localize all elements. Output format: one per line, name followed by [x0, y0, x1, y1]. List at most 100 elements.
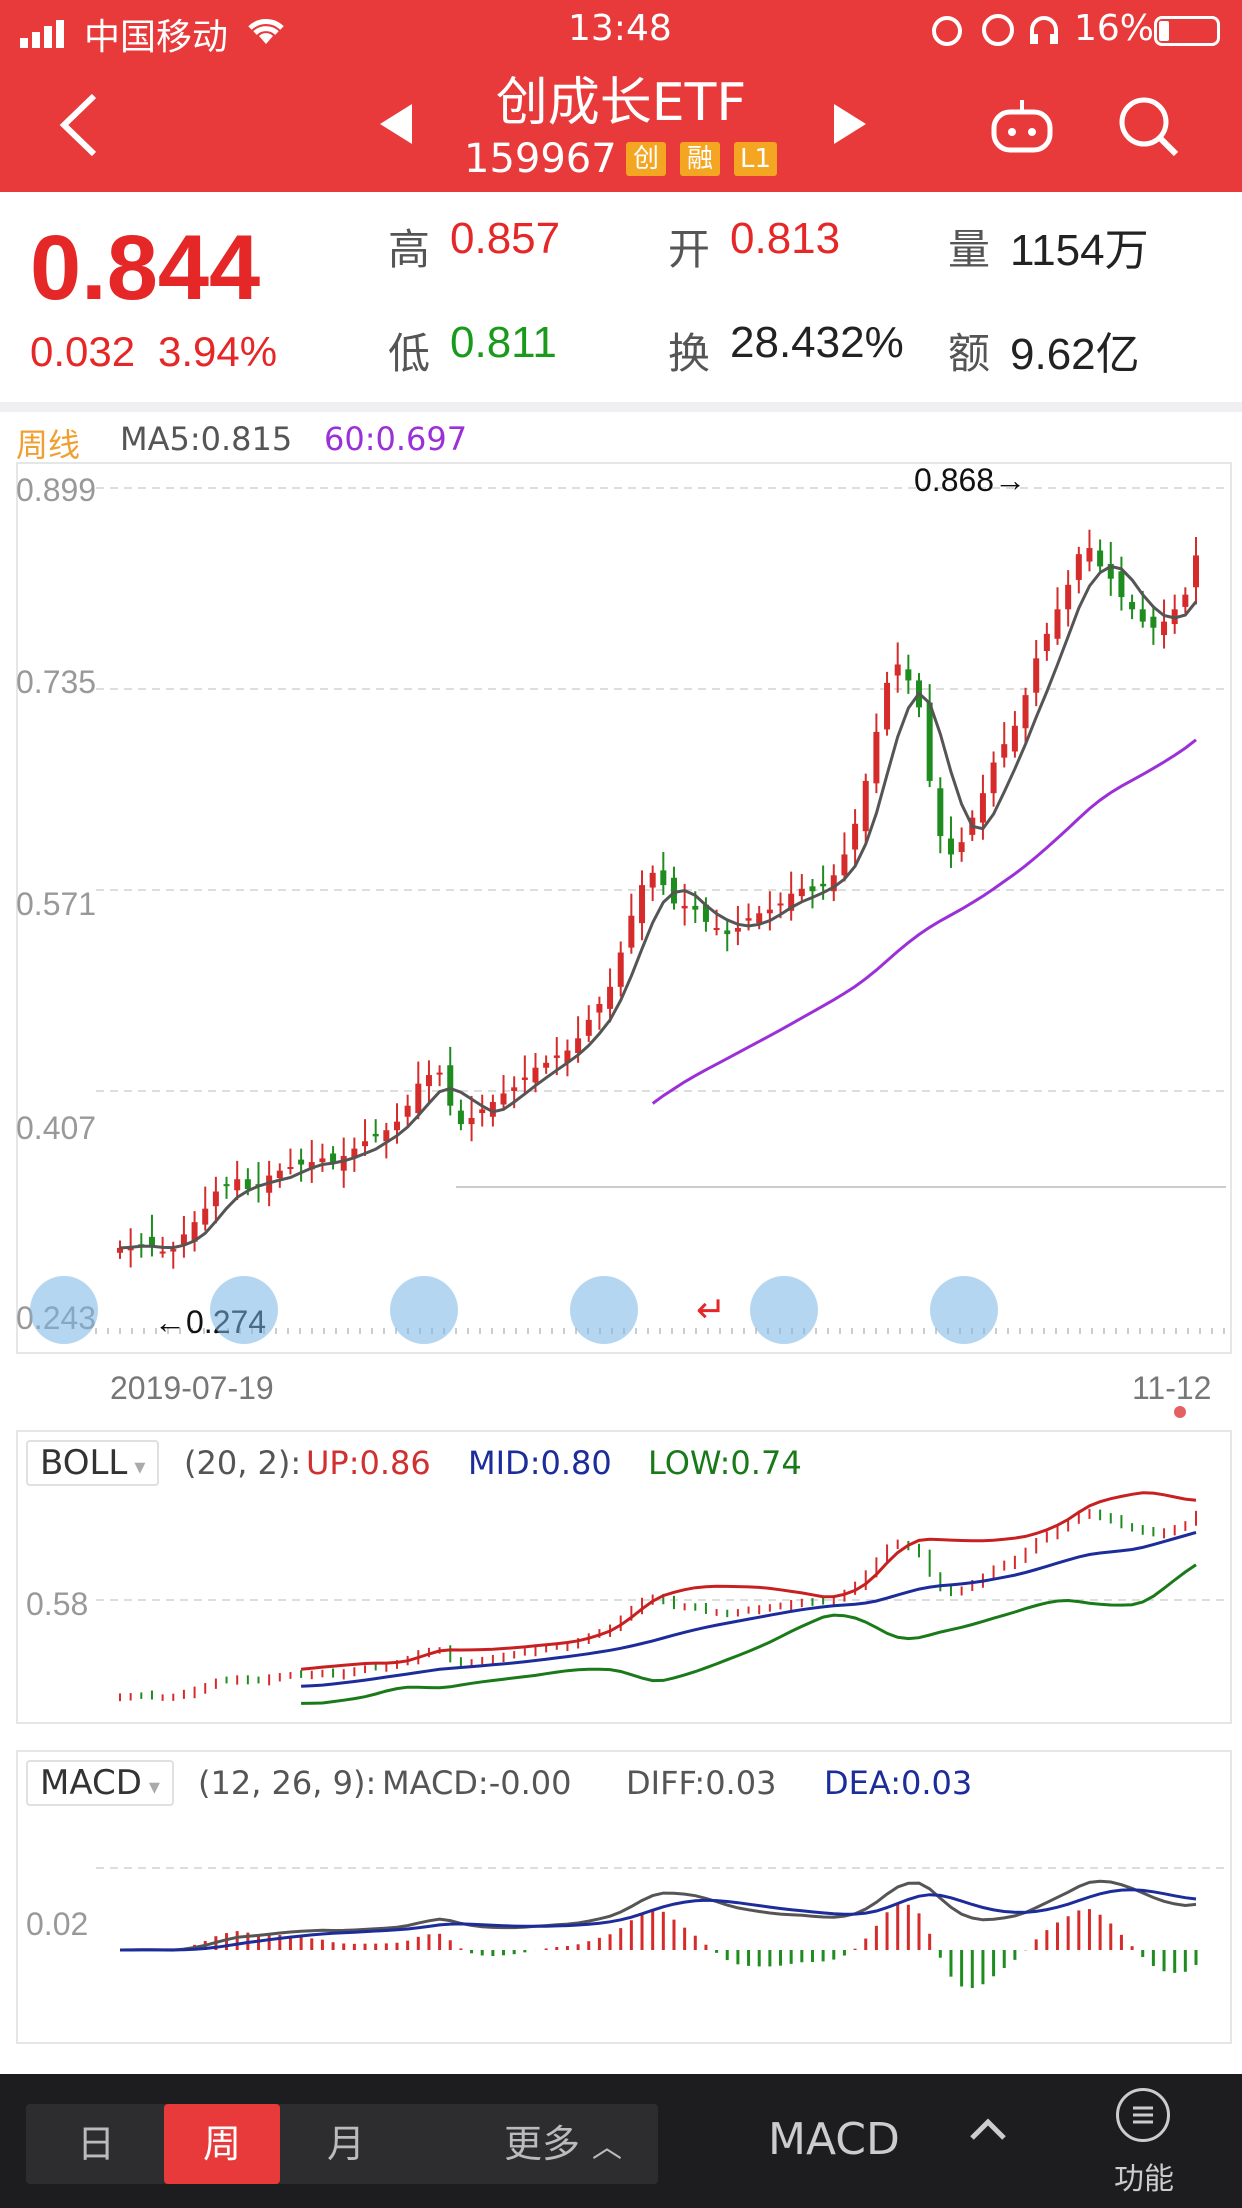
boll-mid-line	[301, 1530, 1197, 1688]
boll-low: LOW:0.74	[648, 1444, 802, 1482]
ma60-line	[651, 738, 1197, 1105]
boll-up-line	[300, 1491, 1197, 1671]
wifi-icon	[244, 14, 288, 50]
high-value: 0.857	[450, 214, 561, 263]
alarm-icon	[982, 14, 1014, 46]
candle-body	[979, 793, 986, 823]
candle-body	[436, 1072, 443, 1075]
candle-body	[766, 909, 773, 914]
scroll-right-button[interactable]	[750, 1276, 818, 1344]
candle-body	[1150, 616, 1157, 628]
tab-month[interactable]: 月	[326, 2122, 365, 2166]
menu-icon[interactable]	[1116, 2088, 1170, 2142]
candle-body	[585, 1019, 592, 1036]
tab-day[interactable]: 日	[76, 2122, 115, 2166]
candlestick-chart[interactable]	[16, 462, 1232, 1354]
boll-params: (20, 2):	[184, 1444, 302, 1482]
candle-body	[117, 1247, 123, 1253]
candle-body	[362, 1141, 369, 1147]
candle-body	[575, 1038, 582, 1054]
search-icon[interactable]	[1118, 96, 1180, 162]
battery-text: 16%	[1074, 8, 1155, 49]
scroll-left-button[interactable]	[570, 1276, 638, 1344]
ma5-line	[119, 564, 1198, 1250]
candle-body	[884, 682, 891, 730]
candle-body	[852, 823, 859, 850]
candle-body	[841, 854, 848, 876]
volume-value: 1154万	[1010, 226, 1149, 275]
y-tick-3: 0.407	[16, 1110, 97, 1146]
boll-low-line	[301, 1563, 1197, 1705]
candle-body	[1054, 609, 1061, 639]
candle-body	[628, 915, 635, 948]
candle-body	[372, 1133, 379, 1137]
candle-body	[958, 842, 965, 853]
candle-body	[159, 1251, 166, 1254]
back-button[interactable]	[56, 92, 100, 162]
candle-body	[692, 905, 699, 910]
macd-params: (12, 26, 9):	[198, 1764, 377, 1802]
prev-stock-button[interactable]	[378, 102, 414, 150]
candle-body	[788, 893, 795, 911]
candle-body	[1118, 571, 1125, 598]
time-text: 13:48	[568, 8, 672, 49]
boll-indicator-dropdown[interactable]: BOLL ▾	[26, 1440, 160, 1486]
macd-panel[interactable]	[16, 1750, 1232, 2044]
boll-up: UP:0.86	[306, 1444, 431, 1482]
boll-panel[interactable]	[16, 1430, 1232, 1724]
candle-body	[1182, 594, 1189, 607]
chevron-down-icon: ▾	[141, 1775, 160, 1800]
volume-label: 量	[948, 225, 991, 274]
candle-body	[489, 1102, 496, 1117]
chevron-up-icon[interactable]	[968, 2110, 1008, 2154]
zoom-out-button[interactable]	[390, 1276, 458, 1344]
bottom-toolbar: 日 周 月 更多 ︿ MACD 功能	[0, 2074, 1242, 2208]
candle-body	[553, 1055, 560, 1058]
candle-body	[1022, 695, 1029, 729]
amount-label: 额	[948, 329, 991, 378]
function-label[interactable]: 功能	[1114, 2162, 1174, 2197]
tag-chuang: 创	[626, 142, 666, 176]
candle-body	[543, 1062, 550, 1068]
fullscreen-button[interactable]	[930, 1276, 998, 1344]
macd-diff: DIFF:0.03	[626, 1764, 777, 1802]
candle-body	[1139, 609, 1146, 622]
candle-body	[820, 883, 827, 887]
x-end-label: 11-12	[1132, 1370, 1212, 1406]
candle-body	[649, 872, 656, 888]
chevron-down-icon: ▾	[127, 1455, 146, 1480]
indicator-selector[interactable]: MACD	[768, 2114, 900, 2165]
tab-week[interactable]: 周	[164, 2104, 280, 2184]
candle-body	[340, 1155, 347, 1171]
more-button[interactable]: 更多 ︿	[488, 2104, 638, 2184]
zoom-in-button[interactable]	[210, 1276, 278, 1344]
turnover-value: 28.432%	[730, 318, 904, 367]
y-tick-0: 0.899	[16, 472, 97, 508]
candle-body	[734, 927, 741, 932]
macd-indicator-dropdown[interactable]: MACD ▾	[26, 1760, 174, 1806]
candle-body	[500, 1093, 507, 1105]
next-stock-button[interactable]	[832, 102, 868, 150]
tag-l1: L1	[734, 142, 778, 176]
quote-panel: 0.844 0.032 3.94% 高 0.857 开 0.813 量 1154…	[0, 192, 1242, 402]
candle-body	[298, 1159, 305, 1165]
restore-icon[interactable]: ↵	[696, 1290, 727, 1331]
candle-body	[756, 913, 763, 924]
candle-body	[894, 664, 901, 676]
candle-body	[468, 1117, 475, 1125]
collapse-button[interactable]	[30, 1276, 98, 1344]
macd-dea: DEA:0.03	[824, 1764, 973, 1802]
low-label: 低	[388, 329, 431, 378]
candle-body	[191, 1222, 198, 1242]
robot-icon[interactable]	[990, 98, 1054, 158]
period-tabs: 日 周 月 更多 ︿	[26, 2104, 658, 2184]
candle-body	[148, 1236, 155, 1247]
candle-body	[639, 885, 646, 924]
candle-body	[660, 870, 667, 886]
chevron-up-icon: ︿	[592, 2130, 623, 2165]
candle-body	[1075, 554, 1082, 580]
macd-y-tick: 0.02	[26, 1906, 89, 1942]
candle-body	[830, 875, 837, 892]
candle-body	[937, 788, 944, 837]
candle-body	[404, 1105, 411, 1117]
